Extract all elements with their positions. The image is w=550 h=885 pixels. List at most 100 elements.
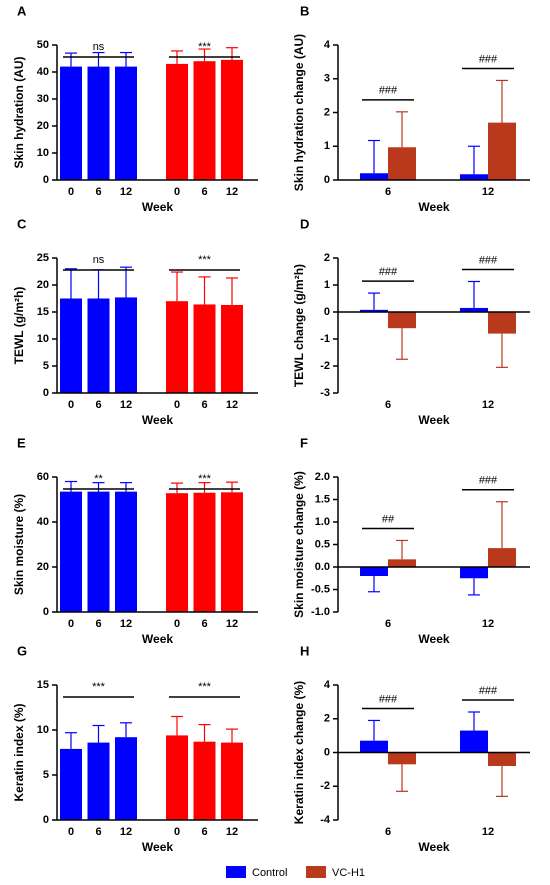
y-axis-label: Skin hydration change (AU) — [292, 34, 306, 191]
bar — [460, 307, 488, 312]
bar — [460, 567, 488, 579]
significance-label: ns — [93, 254, 105, 266]
significance-label: *** — [198, 473, 212, 485]
x-tick-label: 0 — [68, 186, 74, 198]
significance-label: ### — [479, 475, 498, 487]
panel-label: G — [17, 643, 27, 658]
panel-label: H — [300, 643, 309, 658]
y-axis-label: Skin hydration (AU) — [12, 56, 26, 168]
y-tick-label: 0 — [324, 746, 330, 758]
y-tick-label: 3 — [324, 73, 330, 85]
significance-label: ### — [379, 85, 398, 97]
y-tick-label: 0 — [43, 606, 49, 618]
y-tick-label: 0.5 — [315, 538, 330, 550]
bar — [60, 298, 82, 393]
panel-label: B — [300, 3, 309, 18]
y-axis-label: TEWL change (g/m²h) — [292, 264, 306, 387]
bar — [193, 304, 216, 393]
legend-label: VC-H1 — [332, 867, 365, 879]
bar — [221, 304, 243, 393]
bar — [166, 301, 188, 393]
y-tick-label: -0.5 — [311, 583, 330, 595]
y-tick-label: 15 — [37, 306, 49, 318]
bar — [360, 173, 388, 180]
bar — [115, 491, 137, 612]
x-tick-label: 12 — [120, 186, 132, 198]
y-tick-label: 2 — [324, 252, 330, 264]
y-tick-label: 4 — [324, 39, 331, 51]
y-tick-label: -2 — [320, 360, 330, 372]
bar — [460, 174, 488, 180]
bar — [166, 493, 188, 612]
y-axis-label: Skin moisture (%) — [12, 494, 26, 595]
y-tick-label: 5 — [43, 360, 49, 372]
bar — [87, 298, 110, 393]
x-tick-label: 12 — [482, 826, 494, 838]
y-tick-label: 20 — [37, 279, 49, 291]
y-axis-label: Keratin index (%) — [12, 703, 26, 801]
significance-label: *** — [198, 681, 212, 693]
bar — [60, 748, 82, 820]
bar — [166, 63, 188, 180]
bar — [388, 752, 416, 765]
y-tick-label: 25 — [37, 252, 49, 264]
y-tick-label: -3 — [320, 387, 330, 399]
y-axis-label: Keratin index change (%) — [292, 681, 306, 824]
x-axis-label: Week — [418, 632, 449, 646]
bar — [360, 309, 388, 312]
bar — [388, 312, 416, 329]
x-tick-label: 0 — [174, 399, 180, 411]
x-tick-label: 12 — [482, 186, 494, 198]
y-tick-label: 0 — [43, 174, 49, 186]
x-tick-label: 0 — [68, 618, 74, 630]
y-tick-label: -2 — [320, 780, 330, 792]
x-tick-label: 6 — [385, 399, 391, 411]
x-tick-label: 12 — [226, 826, 238, 838]
x-tick-label: 6 — [201, 186, 207, 198]
x-axis-label: Week — [418, 413, 449, 427]
significance-label: ** — [94, 473, 103, 485]
y-tick-label: -1 — [320, 333, 330, 345]
x-tick-label: 12 — [120, 399, 132, 411]
x-tick-label: 6 — [385, 826, 391, 838]
panel-label: A — [17, 3, 27, 18]
y-tick-label: 15 — [37, 679, 49, 691]
bar — [488, 122, 516, 180]
legend-label: Control — [252, 867, 287, 879]
y-tick-label: 0 — [324, 174, 330, 186]
panel-label: F — [300, 435, 308, 450]
x-tick-label: 0 — [68, 826, 74, 838]
x-tick-label: 6 — [385, 186, 391, 198]
y-tick-label: 40 — [37, 516, 49, 528]
x-axis-label: Week — [142, 840, 173, 854]
x-tick-label: 12 — [226, 186, 238, 198]
significance-label: ### — [379, 693, 398, 705]
y-tick-label: 50 — [37, 39, 49, 51]
significance-label: ## — [382, 513, 395, 525]
bar — [221, 492, 243, 612]
y-tick-label: 1 — [324, 140, 330, 152]
y-axis-label: Skin moisture change (%) — [292, 471, 306, 618]
significance-label: ### — [479, 254, 498, 266]
significance-label: *** — [198, 254, 212, 266]
panel-label: D — [300, 216, 309, 231]
significance-label: *** — [198, 41, 212, 53]
x-axis-label: Week — [418, 200, 449, 214]
y-tick-label: 40 — [37, 66, 49, 78]
y-tick-label: 20 — [37, 120, 49, 132]
x-tick-label: 12 — [120, 826, 132, 838]
y-tick-label: 0.0 — [315, 561, 330, 573]
y-tick-label: 1.5 — [315, 493, 330, 505]
bar — [388, 147, 416, 180]
bar — [87, 66, 110, 180]
x-tick-label: 12 — [226, 618, 238, 630]
y-tick-label: 2 — [324, 106, 330, 118]
bar — [115, 297, 137, 393]
y-tick-label: 20 — [37, 561, 49, 573]
bar — [488, 312, 516, 334]
x-tick-label: 0 — [174, 186, 180, 198]
x-tick-label: 6 — [95, 618, 101, 630]
y-tick-label: 1.0 — [315, 516, 330, 528]
x-axis-label: Week — [142, 413, 173, 427]
